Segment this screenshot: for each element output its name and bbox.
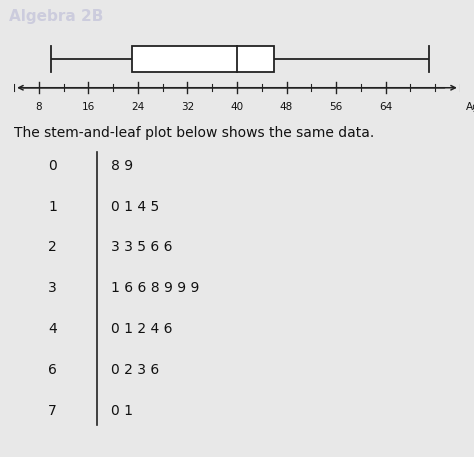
Text: 8: 8 bbox=[36, 102, 42, 112]
Text: 0 1 2 4 6: 0 1 2 4 6 bbox=[111, 322, 173, 336]
Text: 24: 24 bbox=[131, 102, 145, 112]
Text: 8 9: 8 9 bbox=[111, 159, 134, 173]
Text: 2: 2 bbox=[48, 240, 57, 255]
Text: 4: 4 bbox=[48, 322, 57, 336]
Text: 0 1: 0 1 bbox=[111, 404, 133, 418]
Text: Ages: Ages bbox=[466, 102, 474, 112]
Text: 1 6 6 8 9 9 9: 1 6 6 8 9 9 9 bbox=[111, 282, 200, 295]
Text: 0 1 4 5: 0 1 4 5 bbox=[111, 200, 160, 213]
Text: 32: 32 bbox=[181, 102, 194, 112]
Text: 0 2 3 6: 0 2 3 6 bbox=[111, 363, 160, 377]
Text: The stem-and-leaf plot below shows the same data.: The stem-and-leaf plot below shows the s… bbox=[14, 126, 374, 140]
Text: 40: 40 bbox=[230, 102, 244, 112]
Bar bbox=[132, 46, 274, 72]
Text: Algebra 2B: Algebra 2B bbox=[9, 9, 104, 24]
Text: 48: 48 bbox=[280, 102, 293, 112]
Text: 64: 64 bbox=[379, 102, 392, 112]
Text: 16: 16 bbox=[82, 102, 95, 112]
Text: 6: 6 bbox=[48, 363, 57, 377]
Text: 1: 1 bbox=[48, 200, 57, 213]
Text: 3 3 5 6 6: 3 3 5 6 6 bbox=[111, 240, 173, 255]
Text: 7: 7 bbox=[48, 404, 57, 418]
Text: 3: 3 bbox=[48, 282, 57, 295]
Text: 56: 56 bbox=[329, 102, 343, 112]
Text: 0: 0 bbox=[48, 159, 57, 173]
